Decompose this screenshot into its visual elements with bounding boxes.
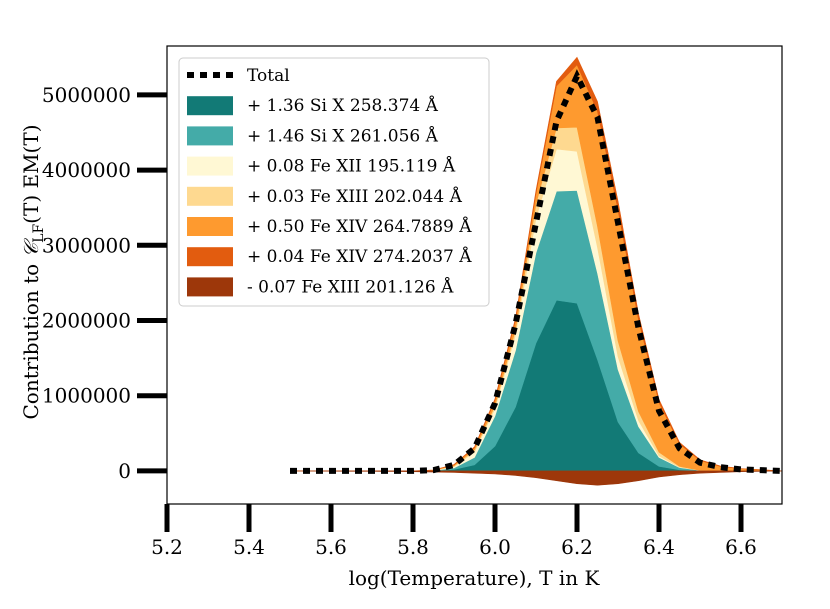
x-axis-title: log(Temperature), T in K [349,566,601,590]
y-tick-label: 1000000 [42,384,131,408]
legend-label: + 0.50 Fe XIV 264.7889 Å [247,216,472,237]
legend-swatch [187,186,233,206]
y-tick-label: 4000000 [42,158,131,182]
legend-swatch [187,247,233,267]
legend-label-total: Total [247,66,290,86]
legend-label: + 0.03 Fe XIII 202.044 Å [247,186,463,207]
total-line [290,69,782,474]
y-axis-title-suffix: (T) EM(T) [19,125,43,224]
x-tick-label: 5.8 [397,535,429,559]
y-axis-title: Contribution to 𝒞LF(T) EM(T) [19,125,47,420]
legend-label: + 1.36 Si X 258.374 Å [247,95,439,116]
y-axis: 0 1000000 2000000 3000000 4000000 5000000 [42,83,167,483]
legend-swatch [187,96,233,116]
y-tick-label: 3000000 [42,233,131,257]
x-tick-label: 6.2 [561,535,593,559]
legend-label: + 1.46 Si X 261.056 Å [247,125,439,146]
stacked-areas [289,56,782,486]
legend-label: - 0.07 Fe XIII 201.126 Å [247,276,454,297]
total-line-group [290,69,782,474]
legend-label: + 0.08 Fe XII 195.119 Å [247,156,456,177]
legend: Total + 1.36 Si X 258.374 Å + 1.46 Si X 26… [178,57,490,307]
legend-swatch [187,126,233,146]
area-series-6 [290,56,782,472]
x-tick-label: 5.2 [151,535,183,559]
legend-swatch [187,217,233,236]
y-axis-title-subscript: LF [31,224,47,243]
y-tick-label: 5000000 [42,83,131,107]
y-tick-label: 0 [118,459,131,483]
legend-swatch [187,156,233,176]
y-tick-label: 2000000 [42,308,131,332]
legend-label: + 0.04 Fe XIV 274.2037 Å [247,246,472,267]
x-tick-label: 6.4 [643,535,675,559]
x-tick-label: 5.6 [315,535,347,559]
legend-frame [178,57,490,307]
x-tick-label: 5.4 [233,535,265,559]
plot-frame [166,45,783,505]
area-series-7 [289,470,782,486]
x-axis: 5.2 5.4 5.6 5.8 6.0 6.2 6.4 6.6 [151,504,757,559]
x-tick-label: 6.6 [725,535,757,559]
legend-swatch [187,277,233,297]
y-axis-title-prefix: Contribution to [19,257,43,419]
x-tick-label: 6.0 [479,535,511,559]
